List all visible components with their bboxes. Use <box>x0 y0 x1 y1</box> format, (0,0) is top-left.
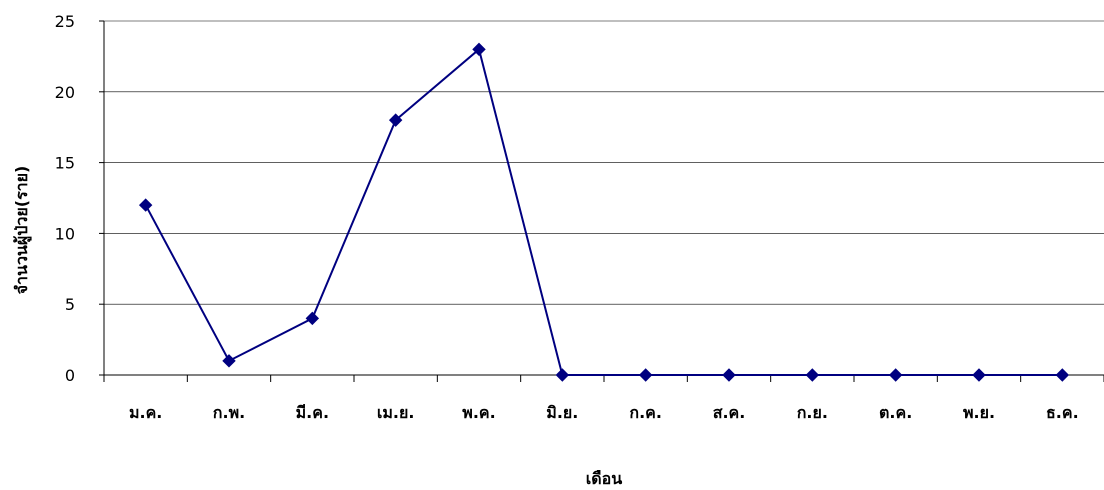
x-tick-label: ก.ค. <box>629 403 662 422</box>
series-line <box>144 47 1063 376</box>
x-tick-label: ม.ค. <box>129 403 162 422</box>
series-line-group <box>144 47 1063 376</box>
x-tick-label: ก.ย. <box>797 403 828 422</box>
x-tick-labels: ม.ค. ก.พ. มี.ค. เม.ย. พ.ค. มิ.ย. ก.ค. ส.ค. ก.ย. ต… <box>129 403 1079 422</box>
x-tick-label: ต.ค. <box>879 403 912 422</box>
x-tick-label: เม.ย. <box>377 403 415 422</box>
x-tick-label: ธ.ค. <box>1046 403 1079 422</box>
data-point <box>1055 368 1070 382</box>
data-point <box>972 368 986 382</box>
data-point <box>805 368 820 382</box>
x-tick-label: ก.พ. <box>213 403 245 422</box>
data-point <box>888 368 903 382</box>
y-tick-label: 0 <box>65 366 75 385</box>
y-tick-label: 15 <box>55 154 75 173</box>
x-tick-label: มิ.ย. <box>546 403 578 422</box>
gridlines <box>104 20 1104 305</box>
marker-group <box>138 42 1070 382</box>
y-tick-label: 5 <box>65 295 75 314</box>
x-tick-label: พ.ย. <box>963 403 995 422</box>
data-point <box>388 113 403 127</box>
data-point <box>222 354 236 368</box>
x-tick-label: ส.ค. <box>713 403 746 422</box>
y-tick-labels: 0 5 10 15 20 25 <box>55 12 75 385</box>
axes <box>99 20 1104 382</box>
data-point <box>472 42 486 57</box>
data-point <box>138 198 153 212</box>
x-tick-label: มี.ค. <box>296 403 329 422</box>
y-tick-label: 10 <box>55 224 75 243</box>
x-axis-title: เดือน <box>586 469 622 488</box>
data-point <box>638 368 653 382</box>
y-axis-title: จำนวนผู้ป่วย(ราย) <box>12 166 33 295</box>
data-point <box>305 311 320 326</box>
x-tick-label: พ.ค. <box>462 403 495 422</box>
data-point <box>722 368 736 382</box>
y-tick-label: 20 <box>55 83 75 102</box>
y-tick-label: 25 <box>55 12 75 31</box>
data-point <box>555 368 570 382</box>
